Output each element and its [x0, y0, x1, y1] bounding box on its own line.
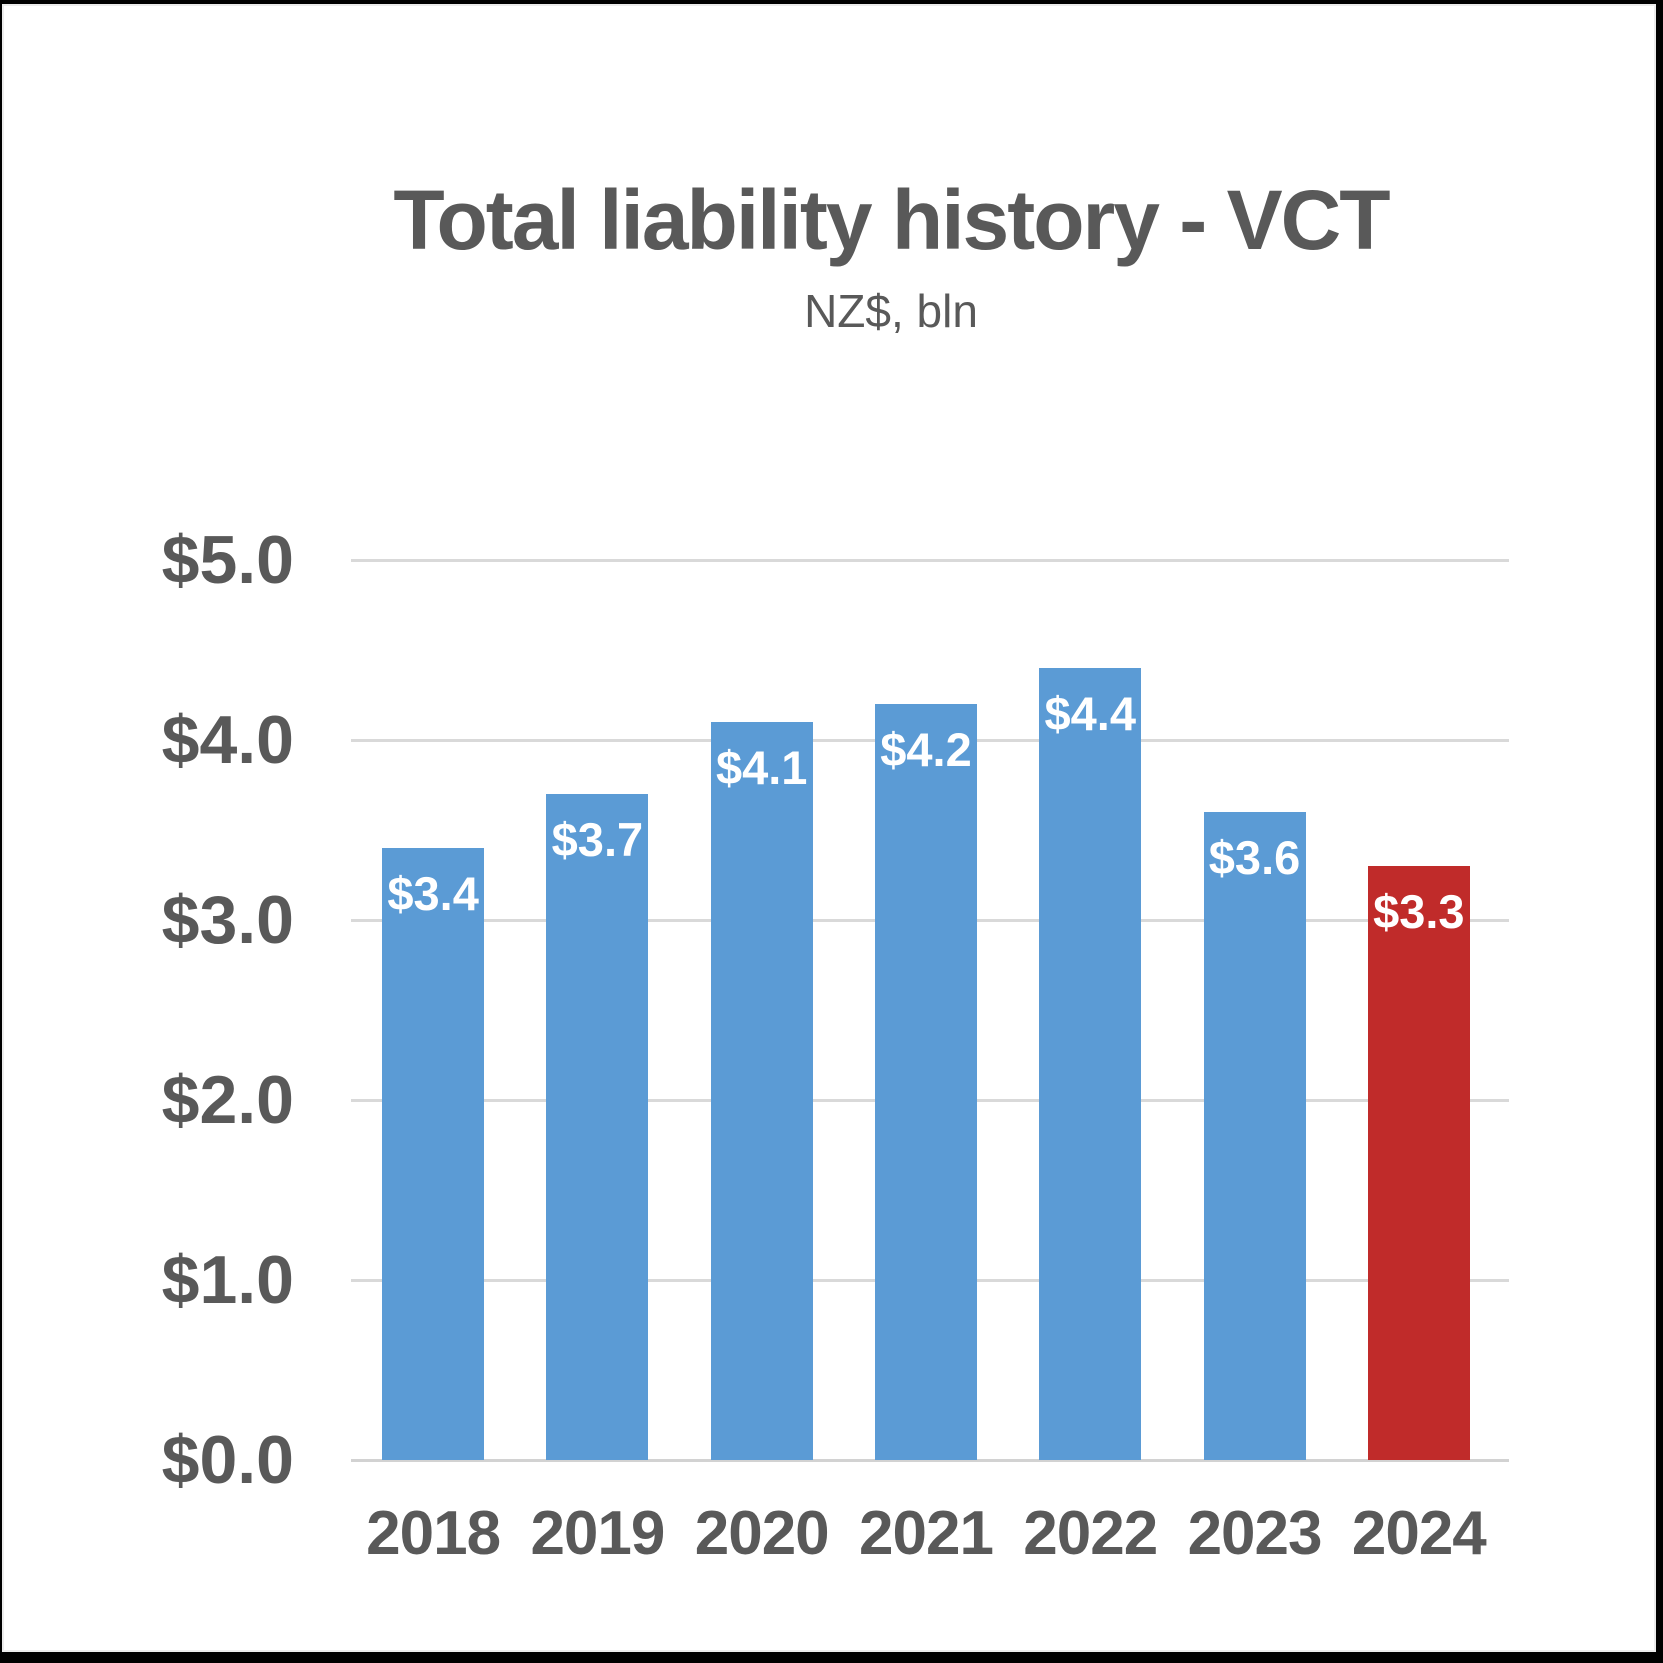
- bar-value-label-2018: $3.4: [387, 867, 479, 920]
- chart-header: Total liability history - VCT NZ$, bln: [66, 174, 1663, 338]
- x-tick-label-2018: 2018: [366, 1499, 501, 1568]
- bar-2020: $4.1: [710, 722, 813, 1460]
- bar-value-label-2022: $4.4: [1044, 687, 1136, 740]
- bar-value-label-2019: $3.7: [551, 813, 644, 866]
- bar-2023: $3.6: [1203, 812, 1306, 1460]
- bar-2021: $4.2: [874, 704, 977, 1460]
- y-tick-label-4.0: $4.0: [161, 702, 294, 778]
- bar-slot-2020: $4.1: [680, 560, 844, 1460]
- bar-slot-2022: $4.4: [1008, 560, 1172, 1460]
- y-tick-label-1.0: $1.0: [161, 1242, 294, 1318]
- y-tick-label-5.0: $5.0: [161, 522, 294, 598]
- y-tick-label-2.0: $2.0: [161, 1062, 294, 1138]
- plot-area: $3.4 $3.7 $4.1 $4.2 $4.4 $3.6 $3.3: [351, 559, 1509, 1462]
- bar-slot-2023: $3.6: [1172, 560, 1336, 1460]
- x-tick-label-2022: 2022: [1023, 1499, 1158, 1568]
- x-tick-label-2023: 2023: [1187, 1499, 1323, 1568]
- y-tick-label-0.0: $0.0: [161, 1422, 294, 1498]
- y-axis: $5.0 $4.0 $3.0 $2.0 $1.0 $0.0: [44, 6, 294, 1650]
- x-tick-label-2020: 2020: [694, 1499, 830, 1568]
- bar-2019: $3.7: [546, 794, 649, 1460]
- bar-value-label-2023: $3.6: [1208, 831, 1301, 884]
- chart-subtitle: NZ$, bln: [804, 285, 978, 338]
- x-tick-label-2024: 2024: [1351, 1499, 1487, 1568]
- bar-2024: $3.3: [1367, 866, 1470, 1460]
- bar-value-label-2024: $3.3: [1373, 885, 1465, 938]
- bar-slot-2021: $4.2: [844, 560, 1008, 1460]
- bar-value-label-2021: $4.2: [880, 723, 972, 776]
- x-tick-label-2021: 2021: [859, 1499, 994, 1568]
- chart-panel: Total liability history - VCT NZ$, bln $…: [2, 4, 1656, 1652]
- x-axis: 2018 2019 2020 2021 2022 2023 2024: [351, 1498, 1501, 1569]
- bar-2018: $3.4: [382, 848, 485, 1460]
- bar-slot-2019: $3.7: [515, 560, 679, 1460]
- bar-2022: $4.4: [1039, 668, 1142, 1460]
- bar-slot-2018: $3.4: [351, 560, 515, 1460]
- gridline-0: [351, 1459, 1509, 1462]
- bar-value-label-2020: $4.1: [715, 741, 808, 794]
- chart-title: Total liability history - VCT: [393, 173, 1390, 267]
- bar-slot-2024: $3.3: [1337, 560, 1501, 1460]
- gridline-5: [351, 559, 1509, 562]
- bars-row: $3.4 $3.7 $4.1 $4.2 $4.4 $3.6 $3.3: [351, 560, 1501, 1460]
- y-tick-label-3.0: $3.0: [161, 882, 294, 958]
- x-tick-label-2019: 2019: [530, 1499, 665, 1568]
